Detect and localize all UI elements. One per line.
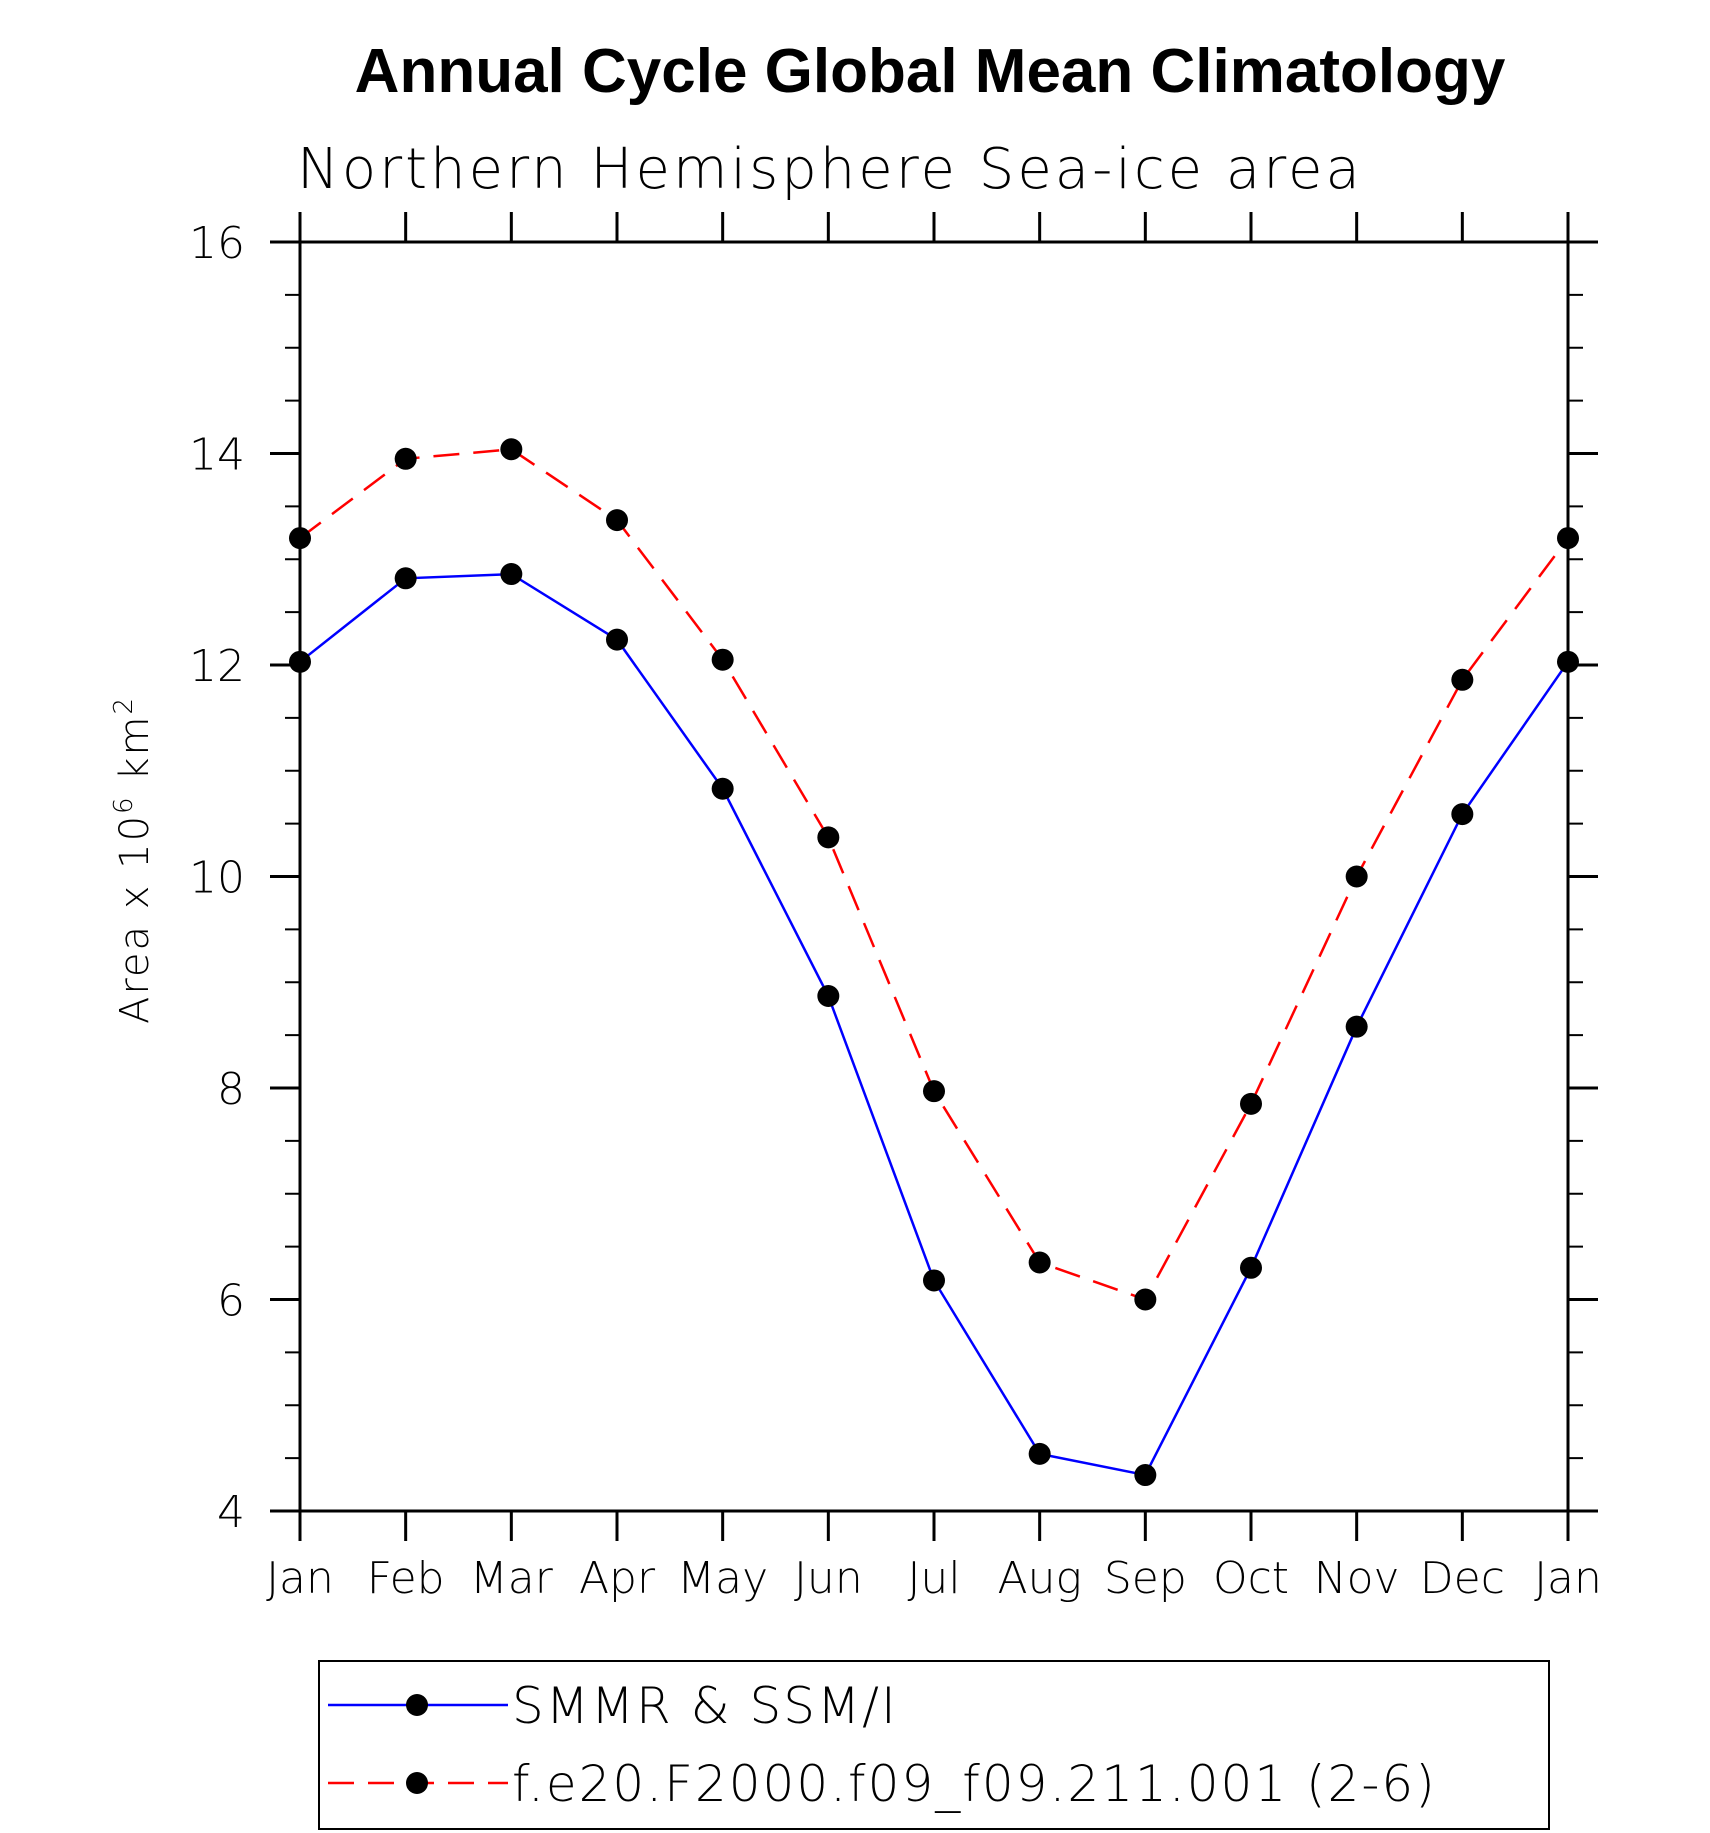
x-tick-label: Nov [1314, 1553, 1400, 1604]
x-tick-label: Sep [1104, 1553, 1187, 1604]
data-point [1028, 1442, 1051, 1465]
data-point [289, 650, 311, 673]
x-tick-label: Aug [997, 1553, 1081, 1604]
axes: Jan Feb Mar Apr May Jun Jul Aug Sep Oct Nov Dec Jan 4… [189, 212, 1602, 1604]
y-axis-label: Area x 106 km2 [109, 696, 158, 1024]
data-point [817, 984, 840, 1007]
data-point [1134, 1288, 1157, 1311]
plot-frame [298, 240, 1570, 1513]
data-point [1240, 1092, 1262, 1115]
data-point [1345, 865, 1368, 888]
data-point [500, 563, 523, 586]
y-tick-label: 10 [189, 853, 245, 904]
y-tick-label: 16 [189, 218, 245, 269]
data-point [923, 1080, 945, 1103]
data-markers [289, 438, 1579, 1487]
series-line-1 [299, 448, 1570, 1302]
series-line-0 [299, 572, 1570, 1477]
y-axis-label-exp1: 6 [109, 795, 139, 814]
chart-subtitle: Northern Hemisphere Sea-ice area [297, 137, 1363, 202]
data-point [394, 567, 417, 590]
y-tick-label: 14 [189, 430, 245, 481]
x-tick-label: Dec [1420, 1553, 1505, 1604]
data-point [1028, 1251, 1051, 1274]
data-point [394, 447, 417, 470]
legend: SMMR & SSM/I f.e20.F2000.f09_f09.211.001 … [318, 1660, 1550, 1830]
x-tick-label: Feb [367, 1553, 445, 1604]
series-lines [299, 448, 1570, 1477]
data-point [1557, 650, 1579, 673]
data-point [1134, 1464, 1157, 1487]
x-tick-label: Oct [1213, 1553, 1289, 1604]
x-tick-label: Jan [1534, 1553, 1602, 1604]
legend-label-1: f.e20.F2000.f09_f09.211.001 (2-6) [512, 1755, 1437, 1813]
y-axis-label-exp2: 2 [109, 696, 139, 715]
y-tick-label: 8 [217, 1064, 245, 1115]
x-tick-label: Mar [470, 1553, 554, 1604]
x-tick-label: Jul [907, 1553, 960, 1604]
legend-marker-1 [406, 1772, 428, 1794]
data-point [1451, 668, 1474, 691]
x-tick-label: Apr [579, 1553, 656, 1604]
data-point [923, 1269, 945, 1292]
data-point [500, 438, 523, 461]
data-point [289, 527, 311, 550]
data-point [1240, 1256, 1262, 1279]
data-point [817, 826, 840, 849]
y-tick-label: 4 [217, 1487, 245, 1538]
data-point [606, 628, 628, 651]
data-point [1345, 1015, 1368, 1038]
y-axis-label-prefix: Area x 10 [112, 814, 158, 1024]
legend-label-0: SMMR & SSM/I [512, 1677, 898, 1735]
data-point [1451, 803, 1474, 826]
legend-box [318, 1660, 1550, 1830]
x-tick-label: Jan [266, 1553, 334, 1604]
y-axis-label-mid: km [112, 715, 158, 796]
data-point [1557, 527, 1579, 550]
y-tick-label: 12 [189, 641, 245, 692]
data-point [711, 648, 734, 671]
y-tick-label: 6 [217, 1276, 245, 1327]
chart-title: Annual Cycle Global Mean Climatology [355, 37, 1506, 106]
x-tick-label: Jun [794, 1553, 863, 1604]
legend-marker-0 [406, 1694, 428, 1716]
x-tick-label: May [677, 1553, 768, 1604]
data-point [606, 509, 628, 532]
data-point [711, 777, 734, 800]
